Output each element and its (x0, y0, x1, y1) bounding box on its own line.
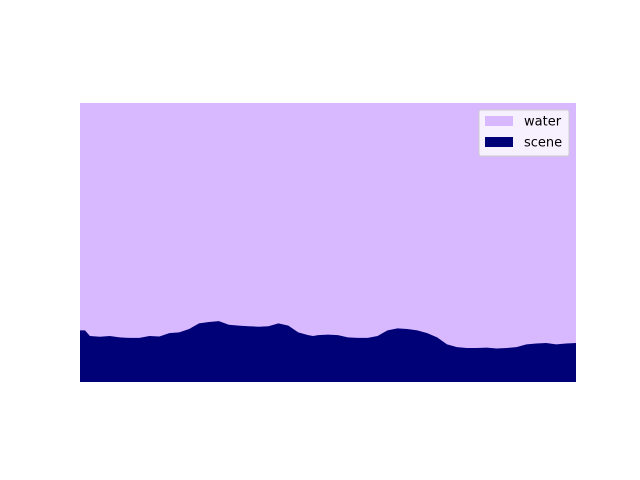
legend-swatch-scene (485, 137, 513, 147)
legend: water scene (478, 109, 570, 157)
legend-label-scene: scene (524, 136, 562, 151)
legend-label-water: water (524, 115, 562, 130)
legend-swatch-water (485, 116, 513, 126)
scene-area (80, 321, 576, 382)
